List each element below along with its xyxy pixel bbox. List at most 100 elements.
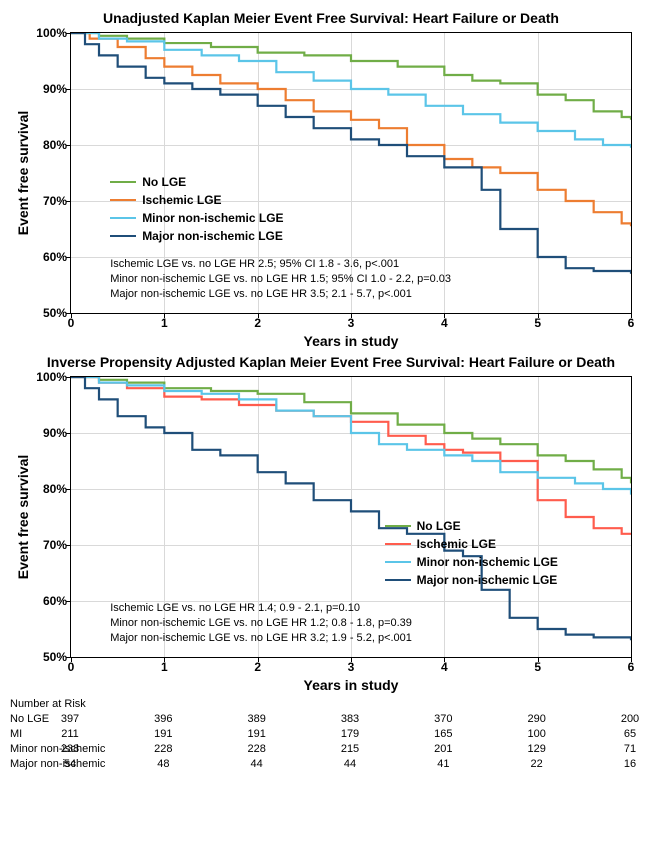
risk-row: No LGE397396389383370290200 bbox=[10, 711, 652, 726]
chart-title: Unadjusted Kaplan Meier Event Free Survi… bbox=[10, 10, 652, 26]
risk-table-title: Number at Risk bbox=[10, 698, 652, 710]
legend-item: Ischemic LGE bbox=[385, 535, 558, 553]
x-tick-label: 4 bbox=[441, 657, 448, 674]
x-tick-label: 3 bbox=[348, 657, 355, 674]
y-tick-label: 100% bbox=[36, 26, 71, 40]
stats-line: Minor non-ischemic LGE vs. no LGE HR 1.2… bbox=[110, 616, 412, 631]
x-axis-label: Years in study bbox=[304, 677, 399, 693]
legend-swatch bbox=[110, 235, 136, 238]
plot-area: Event free survivalYears in study50%60%7… bbox=[70, 376, 632, 658]
legend-swatch bbox=[385, 543, 411, 546]
risk-row: Minor non-ischemic23822822821520112971 bbox=[10, 741, 652, 756]
x-tick-label: 2 bbox=[254, 657, 261, 674]
risk-cell: 41 bbox=[437, 758, 449, 770]
legend-swatch bbox=[110, 181, 136, 184]
x-tick-label: 6 bbox=[628, 313, 635, 330]
y-tick-label: 90% bbox=[43, 82, 71, 96]
risk-cell: 54 bbox=[64, 758, 76, 770]
risk-cell: 228 bbox=[247, 743, 265, 755]
legend-item: No LGE bbox=[110, 173, 283, 191]
risk-cell: 290 bbox=[527, 713, 545, 725]
risk-cell: 48 bbox=[157, 758, 169, 770]
risk-cell: 71 bbox=[624, 743, 636, 755]
x-tick-label: 0 bbox=[68, 313, 75, 330]
series-line bbox=[71, 377, 631, 495]
legend-label: Ischemic LGE bbox=[417, 535, 496, 553]
chart-title: Inverse Propensity Adjusted Kaplan Meier… bbox=[10, 354, 652, 370]
stats-line: Ischemic LGE vs. no LGE HR 2.5; 95% CI 1… bbox=[110, 257, 451, 272]
legend-swatch bbox=[110, 199, 136, 202]
legend-label: Major non-ischemic LGE bbox=[417, 571, 558, 589]
risk-cell: 389 bbox=[247, 713, 265, 725]
legend-label: Minor non-ischemic LGE bbox=[417, 553, 558, 571]
risk-cell: 22 bbox=[531, 758, 543, 770]
legend-item: Major non-ischemic LGE bbox=[385, 571, 558, 589]
y-tick-label: 60% bbox=[43, 594, 71, 608]
risk-cell: 100 bbox=[527, 728, 545, 740]
series-line bbox=[71, 33, 631, 120]
risk-cell: 228 bbox=[154, 743, 172, 755]
km-chart: Unadjusted Kaplan Meier Event Free Survi… bbox=[10, 10, 652, 314]
risk-cell: 200 bbox=[621, 713, 639, 725]
legend-label: No LGE bbox=[417, 517, 461, 535]
legend-item: Minor non-ischemic LGE bbox=[110, 209, 283, 227]
y-axis-label: Event free survival bbox=[15, 111, 31, 236]
legend-swatch bbox=[385, 579, 411, 582]
risk-cell: 383 bbox=[341, 713, 359, 725]
legend: No LGEIschemic LGEMinor non-ischemic LGE… bbox=[110, 173, 283, 245]
x-tick-label: 5 bbox=[534, 313, 541, 330]
risk-cell: 129 bbox=[527, 743, 545, 755]
legend-label: Minor non-ischemic LGE bbox=[142, 209, 283, 227]
stats-line: Minor non-ischemic LGE vs. no LGE HR 1.5… bbox=[110, 272, 451, 287]
x-tick-label: 0 bbox=[68, 657, 75, 674]
risk-cell: 211 bbox=[61, 728, 79, 740]
legend-label: Ischemic LGE bbox=[142, 191, 221, 209]
risk-row: Major non-ischemic54484444412216 bbox=[10, 756, 652, 771]
y-tick-label: 80% bbox=[43, 138, 71, 152]
x-tick-label: 6 bbox=[628, 657, 635, 674]
x-tick-label: 2 bbox=[254, 313, 261, 330]
risk-cell: 201 bbox=[434, 743, 452, 755]
y-tick-label: 60% bbox=[43, 250, 71, 264]
y-tick-label: 100% bbox=[36, 370, 71, 384]
y-tick-label: 80% bbox=[43, 482, 71, 496]
x-axis-label: Years in study bbox=[304, 333, 399, 349]
stats-line: Major non-ischemic LGE vs. no LGE HR 3.5… bbox=[110, 287, 451, 302]
legend: No LGEIschemic LGEMinor non-ischemic LGE… bbox=[385, 517, 558, 589]
risk-cell: 16 bbox=[624, 758, 636, 770]
y-tick-label: 70% bbox=[43, 194, 71, 208]
risk-row: MI21119119117916510065 bbox=[10, 726, 652, 741]
legend-label: Major non-ischemic LGE bbox=[142, 227, 283, 245]
y-tick-label: 70% bbox=[43, 538, 71, 552]
risk-cell: 238 bbox=[61, 743, 79, 755]
risk-cell: 44 bbox=[344, 758, 356, 770]
plot-area: Event free survivalYears in study50%60%7… bbox=[70, 32, 632, 314]
risk-cell: 44 bbox=[251, 758, 263, 770]
stats-text: Ischemic LGE vs. no LGE HR 2.5; 95% CI 1… bbox=[110, 257, 451, 302]
legend-swatch bbox=[385, 561, 411, 564]
risk-cell: 396 bbox=[154, 713, 172, 725]
stats-line: Ischemic LGE vs. no LGE HR 1.4; 0.9 - 2.… bbox=[110, 601, 412, 616]
x-tick-label: 4 bbox=[441, 313, 448, 330]
risk-cell: 397 bbox=[61, 713, 79, 725]
risk-cell: 65 bbox=[624, 728, 636, 740]
stats-line: Major non-ischemic LGE vs. no LGE HR 3.2… bbox=[110, 631, 412, 646]
x-tick-label: 5 bbox=[534, 657, 541, 674]
y-axis-label: Event free survival bbox=[15, 455, 31, 580]
risk-cell: 165 bbox=[434, 728, 452, 740]
legend-swatch bbox=[385, 525, 411, 528]
x-tick-label: 1 bbox=[161, 313, 168, 330]
x-tick-label: 1 bbox=[161, 657, 168, 674]
stats-text: Ischemic LGE vs. no LGE HR 1.4; 0.9 - 2.… bbox=[110, 601, 412, 646]
risk-cell: 215 bbox=[341, 743, 359, 755]
y-tick-label: 90% bbox=[43, 426, 71, 440]
km-chart: Inverse Propensity Adjusted Kaplan Meier… bbox=[10, 354, 652, 658]
legend-label: No LGE bbox=[142, 173, 186, 191]
risk-cell: 191 bbox=[247, 728, 265, 740]
legend-item: No LGE bbox=[385, 517, 558, 535]
x-tick-label: 3 bbox=[348, 313, 355, 330]
number-at-risk-table: Number at RiskNo LGE39739638938337029020… bbox=[10, 698, 652, 771]
risk-cell: 191 bbox=[154, 728, 172, 740]
legend-item: Minor non-ischemic LGE bbox=[385, 553, 558, 571]
legend-item: Major non-ischemic LGE bbox=[110, 227, 283, 245]
